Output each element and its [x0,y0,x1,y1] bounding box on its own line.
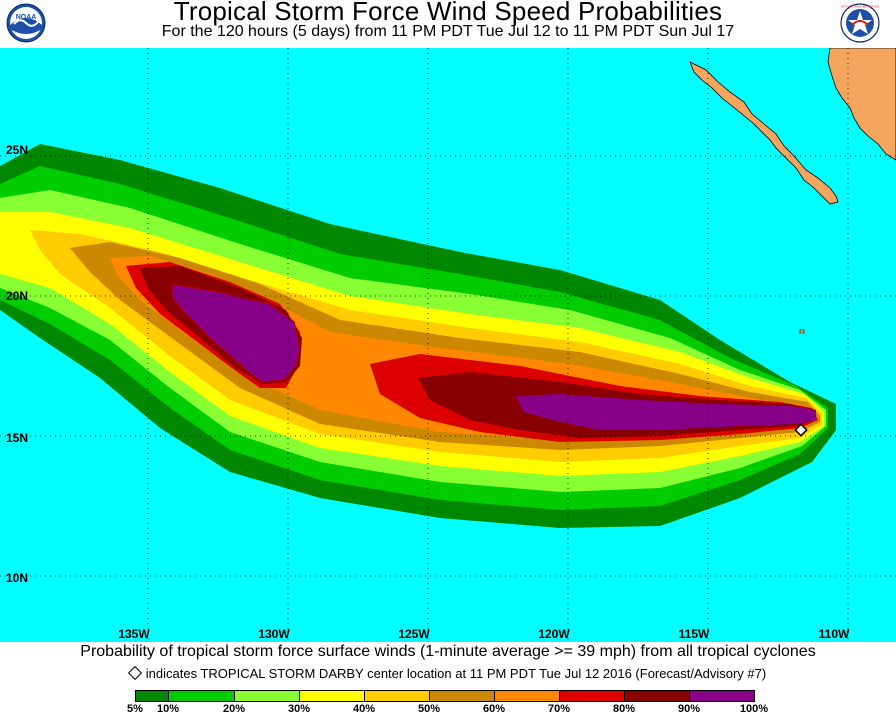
lat-label-15n: 15N [6,431,28,445]
legend-swatch [559,690,625,702]
noaa-logo-icon: NOAA [6,3,46,43]
nws-logo-text: NATIONAL WEATHER SERVICE [841,5,880,9]
legend-label: 5% [127,703,143,715]
header: Tropical Storm Force Wind Speed Probabil… [0,0,896,48]
baja-california [689,61,839,205]
legend-label: 30% [287,703,311,715]
diamond-marker-icon [127,665,142,681]
lon-label-125w: 125W [398,627,430,641]
legend-label: 50% [417,703,441,715]
lat-label-25n: 25N [6,143,28,157]
storm-center-marker [794,423,808,437]
legend-swatch [689,690,755,702]
lon-label-135w: 135W [118,627,150,641]
legend-swatch [135,690,169,702]
lon-label-120w: 120W [538,627,570,641]
revillagigedo-islands [799,329,805,334]
legend-label: 70% [547,703,571,715]
noaa-logo-text: NOAA [16,14,37,21]
legend-swatch [624,690,690,702]
band-80 [140,266,816,438]
legend-swatches [135,690,755,702]
lon-label-115w: 115W [679,627,710,641]
legend-labels: 5% 10% 20% 30% 40% 50% 60% 70% 80% 90% 100% [0,703,896,716]
nws-logo-icon: NATIONAL WEATHER SERVICE [840,3,880,43]
storm-location-note-text: indicates TROPICAL STORM DARBY center lo… [145,666,767,681]
legend-swatch [299,690,365,702]
map-caption: Probability of tropical storm force surf… [80,643,816,660]
legend-label: 80% [612,703,636,715]
legend-label: 40% [352,703,376,715]
legend-swatch [168,690,235,702]
legend-swatch [234,690,300,702]
legend-swatch [429,690,495,702]
lon-label-130w: 130W [258,627,290,641]
lon-label-110w: 110W [819,627,850,641]
legend-label: 100% [739,703,769,715]
storm-location-note: indicates TROPICAL STORM DARBY center lo… [0,665,896,683]
legend-label: 10% [156,703,180,715]
probability-legend: 5% 10% 20% 30% 40% 50% 60% 70% 80% 90% 100% [0,689,896,716]
legend-label: 60% [482,703,506,715]
lat-label-20n: 20N [6,289,28,303]
legend-swatch [494,690,560,702]
lat-label-10n: 10N [6,571,28,585]
legend-label: 20% [222,703,246,715]
map-title: Tropical Storm Force Wind Speed Probabil… [173,0,723,26]
band-90 [172,284,816,430]
legend-swatch [364,690,430,702]
map-subtitle: For the 120 hours (5 days) from 11 PM PD… [161,23,735,40]
graticule [0,48,896,642]
probability-map: 25N 20N 15N 10N 135W 130W 125W 120W 115W… [0,48,896,642]
mexico-mainland [827,48,896,161]
legend-label: 90% [677,703,701,715]
